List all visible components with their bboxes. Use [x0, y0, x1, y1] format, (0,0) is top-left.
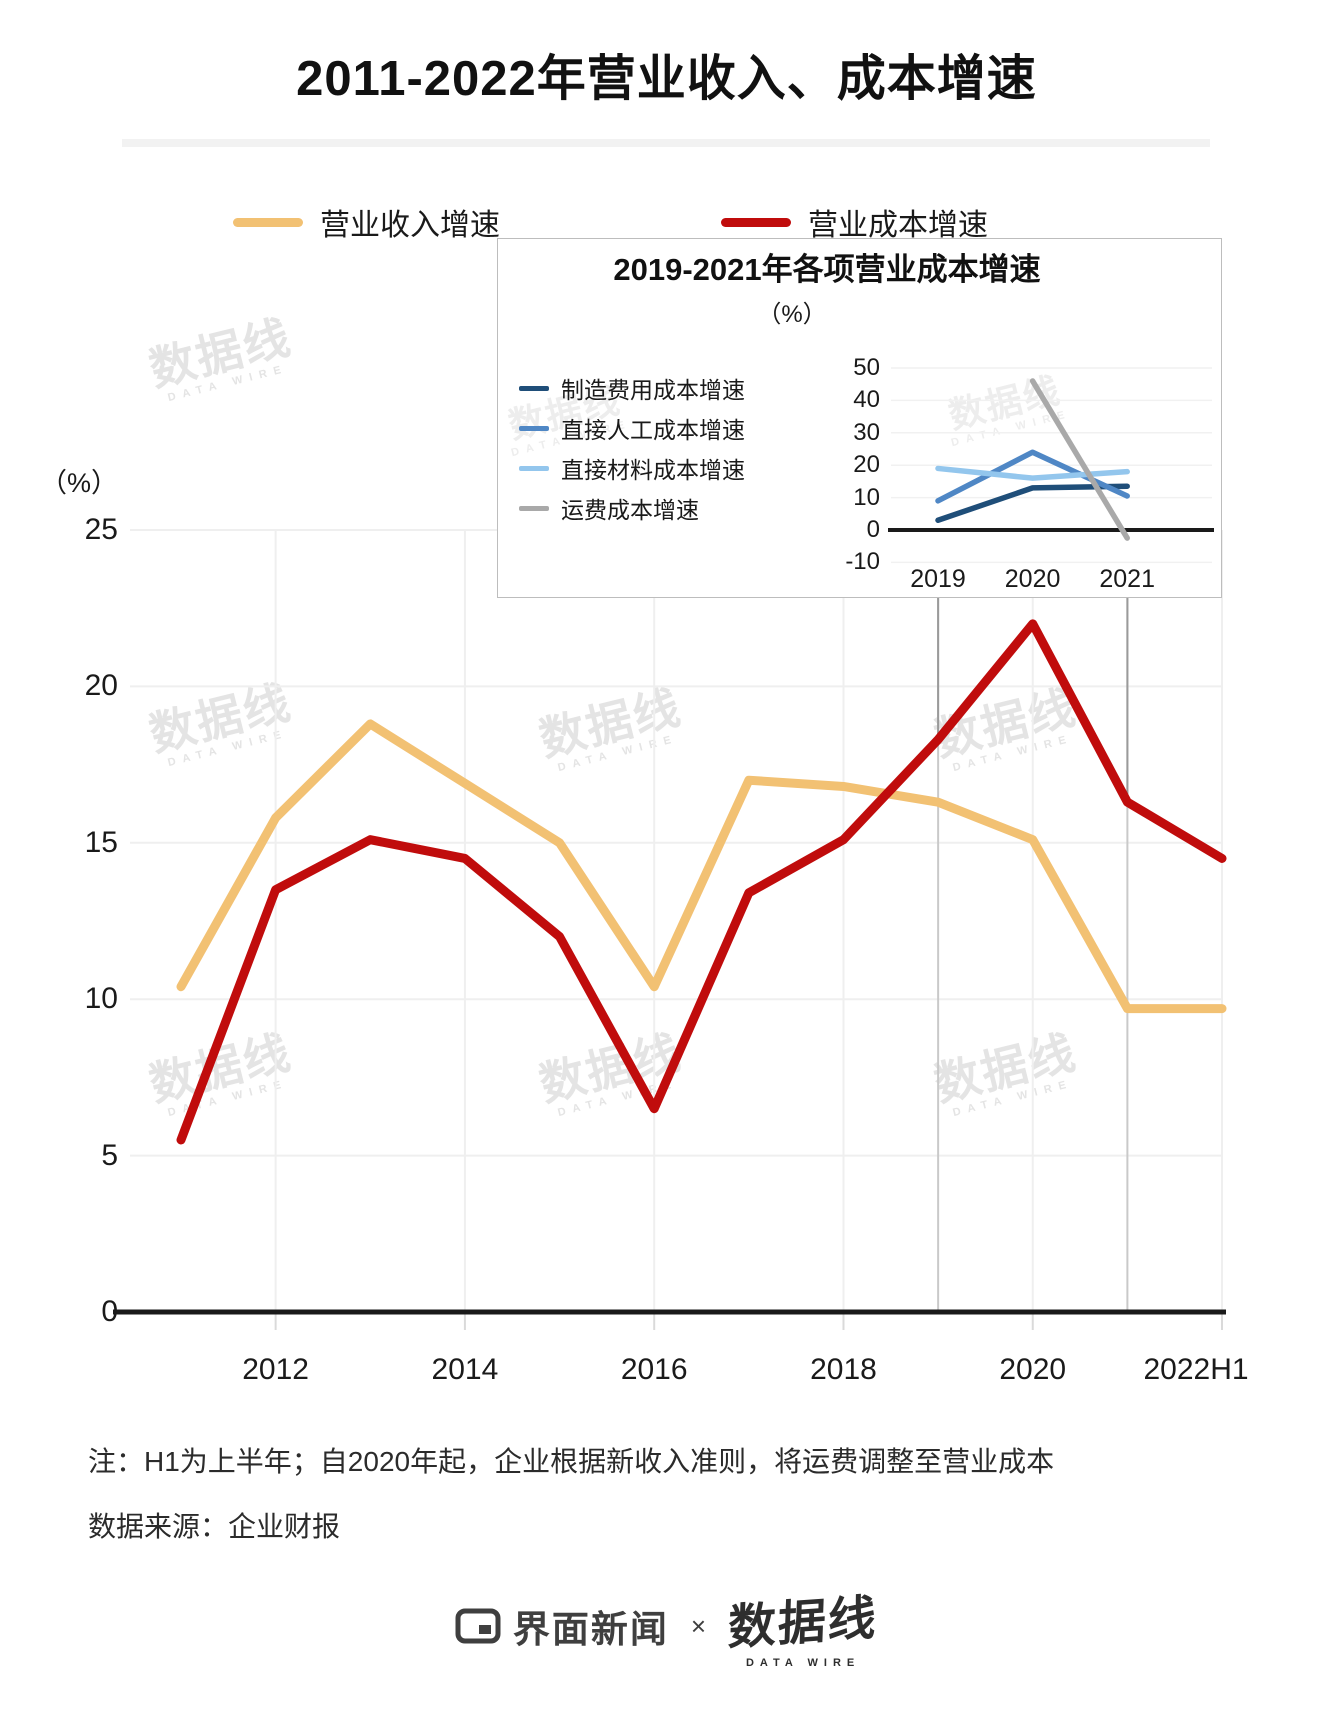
inset-legend-label-manufacturing: 制造费用成本增速	[561, 377, 745, 403]
main-y-axis-tick-label: 10	[84, 982, 118, 1016]
main-x-axis-tick-label: 2012	[242, 1353, 309, 1386]
main-series-line-0	[176, 719, 1227, 1014]
footnote-line-1: 注：H1为上半年；自2020年起，企业根据新收入准则，将运费调整至营业成本	[88, 1446, 1055, 1477]
revenue-line-swatch	[233, 217, 303, 227]
inset-legend-label-material: 直接材料成本增速	[561, 457, 745, 483]
inset-x-axis-tick-label: 2021	[1099, 565, 1155, 593]
legend-item-cost: 营业成本增速	[721, 200, 988, 244]
inset-legend-label-freight: 运费成本增速	[561, 497, 699, 523]
inset-legend-item-material: 直接材料成本增速	[519, 454, 745, 483]
main-y-axis-tick-label: 15	[84, 825, 118, 859]
datawire-logo-subtext: DATA WIRE	[745, 1657, 861, 1669]
inset-legend-label-labor: 直接人工成本增速	[561, 417, 745, 443]
inset-y-axis-tick-label: 50	[853, 354, 880, 381]
inset-y-axis-tick-label: 20	[853, 451, 880, 479]
freight-line-swatch	[519, 505, 549, 511]
inset-x-axis-tick-label: 2019	[910, 565, 966, 593]
inset-y-axis-tick-label: 10	[853, 483, 880, 511]
footer-logos: 界面新闻 × 数据线 DATA WIRE	[0, 1583, 1333, 1669]
inset-y-axis-tick-label: -10	[845, 548, 880, 576]
datawire-logo: 数据线 DATA WIRE	[727, 1583, 879, 1669]
legend-item-revenue: 营业收入增速	[233, 200, 500, 244]
jiemian-logo-text: 界面新闻	[512, 1609, 669, 1650]
page-title: 2011-2022年营业收入、成本增速	[296, 52, 1037, 106]
title-divider	[122, 139, 1210, 147]
legend-label-cost: 营业成本增速	[808, 209, 988, 242]
cost-line-swatch	[721, 217, 791, 227]
inset-y-axis-unit: （%）	[757, 301, 827, 328]
inset-title: 2019-2021年各项营业成本增速	[613, 252, 1041, 287]
inset-y-axis-tick-label: 30	[853, 418, 880, 446]
footnote-line-2: 数据来源：企业财报	[88, 1511, 341, 1542]
inset-y-axis-tick-label: 0	[866, 516, 880, 543]
main-y-axis-unit: （%）	[39, 468, 118, 498]
jiemian-logo-icon	[455, 1608, 501, 1644]
labor-line-swatch	[519, 425, 549, 431]
inset-y-axis-tick-label: 40	[853, 386, 880, 414]
inset-legend-item-labor: 直接人工成本增速	[519, 414, 745, 443]
material-line-swatch	[519, 465, 549, 471]
inset-legend-item-freight: 运费成本增速	[519, 494, 699, 523]
main-x-axis-tick-label: 2022H1	[1143, 1353, 1249, 1386]
main-y-axis-tick-label: 0	[101, 1295, 118, 1328]
manufacturing-line-swatch	[519, 385, 549, 391]
jiemian-logo: 界面新闻	[455, 1599, 669, 1653]
logo-separator: ×	[690, 1610, 707, 1641]
main-y-axis-tick-label: 5	[101, 1138, 118, 1172]
main-x-axis-tick-label: 2014	[431, 1353, 499, 1386]
main-y-axis-tick-label: 20	[84, 669, 118, 703]
datawire-logo-mark: 数据线	[727, 1591, 879, 1656]
main-x-axis-tick-label: 2016	[620, 1353, 688, 1386]
inset-legend-item-manufacturing: 制造费用成本增速	[519, 374, 745, 403]
main-x-axis-tick-label: 2020	[999, 1353, 1067, 1386]
legend-label-revenue: 营业收入增速	[320, 209, 500, 242]
main-y-axis-tick-label: 25	[84, 513, 118, 546]
main-x-axis-tick-label: 2018	[810, 1353, 877, 1386]
